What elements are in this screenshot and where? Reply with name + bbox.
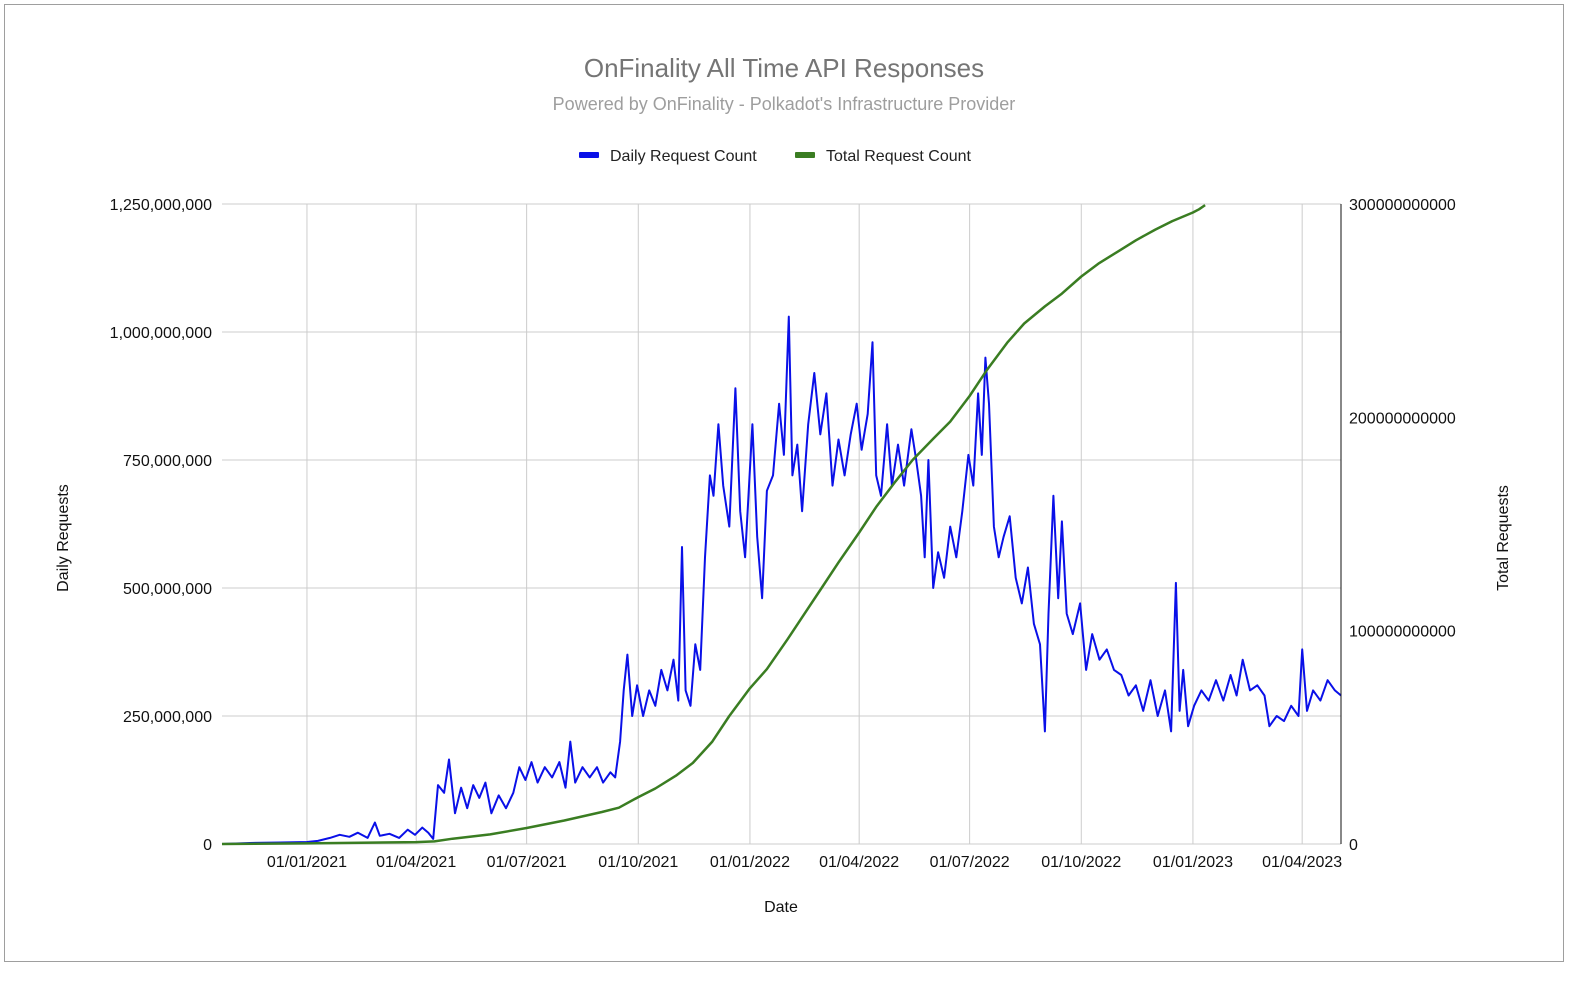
y2-tick-label: 0 bbox=[1349, 837, 1358, 854]
y2-tick-label: 100000000000 bbox=[1349, 624, 1456, 641]
legend-swatch-total bbox=[795, 152, 815, 158]
legend-label-daily: Daily Request Count bbox=[610, 148, 757, 165]
legend-swatch-daily bbox=[579, 152, 599, 158]
x-tick-label: 01/04/2021 bbox=[376, 854, 456, 871]
x-tick-label: 01/10/2022 bbox=[1041, 854, 1121, 871]
left-axis-ticks: 0 250,000,000 500,000,000 750,000,000 1,000,… bbox=[110, 197, 212, 854]
plot-lines bbox=[221, 204, 1342, 846]
right-axis-ticks: 0 100000000000 200000000000 300000000000 bbox=[1349, 197, 1456, 854]
x-tick-label: 01/01/2021 bbox=[267, 854, 347, 871]
x-tick-label: 01/04/2023 bbox=[1262, 854, 1342, 871]
legend: Daily Request Count Total Request Count bbox=[579, 148, 972, 165]
total-request-line bbox=[221, 204, 1206, 846]
y-tick-label: 750,000,000 bbox=[123, 453, 212, 470]
x-axis-title: Date bbox=[764, 899, 798, 916]
daily-request-line bbox=[221, 315, 1342, 845]
chart-title: OnFinality All Time API Responses bbox=[584, 53, 984, 83]
chart-subtitle: Powered by OnFinality - Polkadot's Infra… bbox=[553, 94, 1016, 114]
y-axis-title: Daily Requests bbox=[55, 484, 72, 592]
y-tick-label: 1,000,000,000 bbox=[110, 325, 212, 342]
y2-axis-title: Total Requests bbox=[1495, 485, 1512, 591]
x-tick-label: 01/04/2022 bbox=[819, 854, 899, 871]
y-tick-label: 500,000,000 bbox=[123, 581, 212, 598]
x-tick-label: 01/07/2022 bbox=[930, 854, 1010, 871]
x-tick-label: 01/10/2021 bbox=[598, 854, 678, 871]
legend-label-total: Total Request Count bbox=[826, 148, 972, 165]
chart-svg: OnFinality All Time API Responses Powere… bbox=[55, 53, 1512, 916]
chart-frame: OnFinality All Time API Responses Powere… bbox=[4, 4, 1564, 962]
x-axis-ticks: 01/01/2021 01/04/2021 01/07/2021 01/10/2021… bbox=[267, 854, 1342, 871]
x-tick-label: 01/07/2021 bbox=[487, 854, 567, 871]
y-tick-label: 0 bbox=[203, 837, 212, 854]
x-tick-label: 01/01/2023 bbox=[1153, 854, 1233, 871]
horizontal-gridlines bbox=[222, 203, 1341, 845]
vertical-gridlines bbox=[306, 204, 1303, 844]
y-tick-label: 250,000,000 bbox=[123, 709, 212, 726]
x-tick-label: 01/01/2022 bbox=[710, 854, 790, 871]
y2-tick-label: 200000000000 bbox=[1349, 410, 1456, 427]
y2-tick-label: 300000000000 bbox=[1349, 197, 1456, 214]
y-tick-label: 1,250,000,000 bbox=[110, 197, 212, 214]
